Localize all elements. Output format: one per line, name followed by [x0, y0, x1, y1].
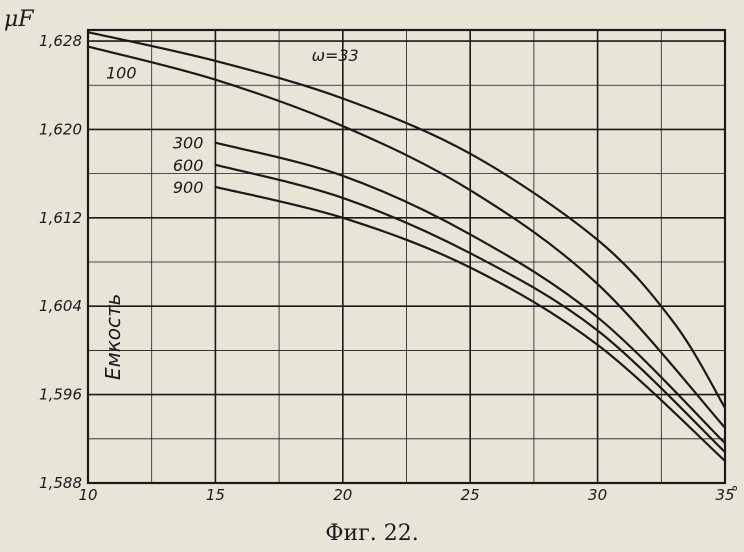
y-axis-label: Емкость: [101, 294, 125, 380]
y-unit-label: μF: [4, 7, 34, 32]
series-line: [214, 141, 727, 445]
y-tick-label: 1,588: [39, 474, 82, 492]
series-label: 600: [173, 156, 204, 175]
x-tick-label: 15: [206, 486, 225, 504]
y-tick-label: 1,604: [39, 297, 82, 315]
x-tick-label: 10: [78, 486, 97, 504]
series-labels: ω=33 100 300 600 900: [106, 46, 359, 197]
y-tick-label: 1,596: [39, 386, 82, 404]
series-line: [214, 163, 727, 454]
series-lines: [86, 31, 727, 462]
series-label: 900: [173, 178, 204, 197]
y-tick-label: 1,628: [39, 32, 82, 50]
series-line: [86, 45, 727, 429]
series-line: [214, 185, 727, 462]
x-tick-label: 35: [715, 486, 734, 504]
series-line: [86, 31, 727, 409]
series-label: ω=33: [312, 46, 359, 65]
figure-caption: Фиг. 22.: [325, 521, 418, 546]
y-tick-label: 1,620: [39, 120, 82, 138]
x-tick-label: 25: [461, 486, 480, 504]
tick-labels: 10 15 20 25 30 35 1,588 1,596 1,604 1,612 1,620 1,6…: [39, 32, 735, 504]
x-tick-label: 30: [588, 486, 607, 504]
grid: [86, 28, 727, 485]
series-label: 100: [106, 64, 137, 83]
x-tick-label: 20: [333, 486, 352, 504]
x-unit-suffix: °: [731, 483, 739, 501]
series-label: 300: [173, 134, 204, 153]
y-tick-label: 1,612: [39, 209, 82, 227]
